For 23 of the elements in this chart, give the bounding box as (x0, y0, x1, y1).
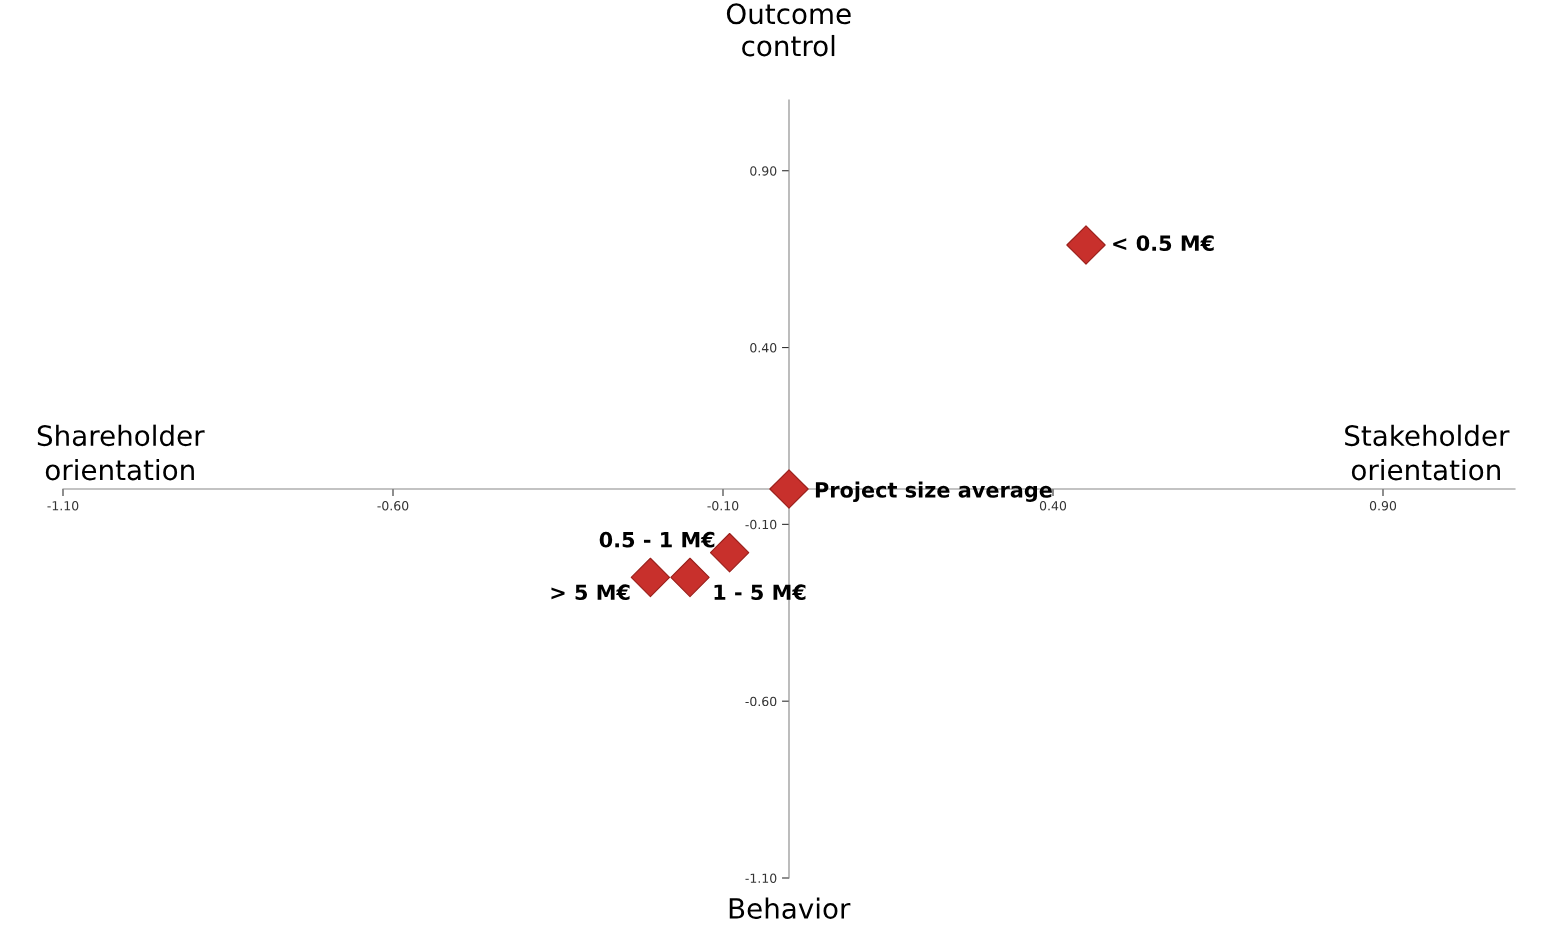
annotation: 1 - 5 M€ (714, 584, 806, 601)
y-tick-label: 0.40 (750, 343, 777, 353)
x-tick-label: -0.60 (377, 501, 409, 511)
point (769, 469, 809, 509)
annotation: Stakeholder orientation (1345, 424, 1510, 481)
y-tick-label: -0.60 (745, 696, 777, 707)
y-tick-label: 0.90 (750, 166, 777, 176)
annotation: 0.5 - 1 M€ (599, 531, 715, 548)
x-tick-label: 0.40 (1039, 501, 1067, 511)
x-tick-label: -1.10 (47, 501, 79, 511)
annotation: Shareholder orientation (37, 424, 205, 481)
annotation: > 5 M€ (551, 584, 630, 601)
y-tick-label: -0.10 (745, 519, 777, 530)
point (1066, 225, 1106, 265)
point (630, 557, 671, 598)
y-tick-label: -1.10 (745, 873, 777, 883)
text: Outcome control (726, 3, 851, 57)
x-tick-label: -0.10 (707, 501, 739, 511)
point (670, 557, 710, 598)
annotation: < 0.5 M€ (1113, 235, 1214, 252)
text: Behavior (729, 897, 851, 919)
x-tick-label: 0.90 (1369, 501, 1397, 511)
annotation: Project size average (815, 481, 1052, 502)
